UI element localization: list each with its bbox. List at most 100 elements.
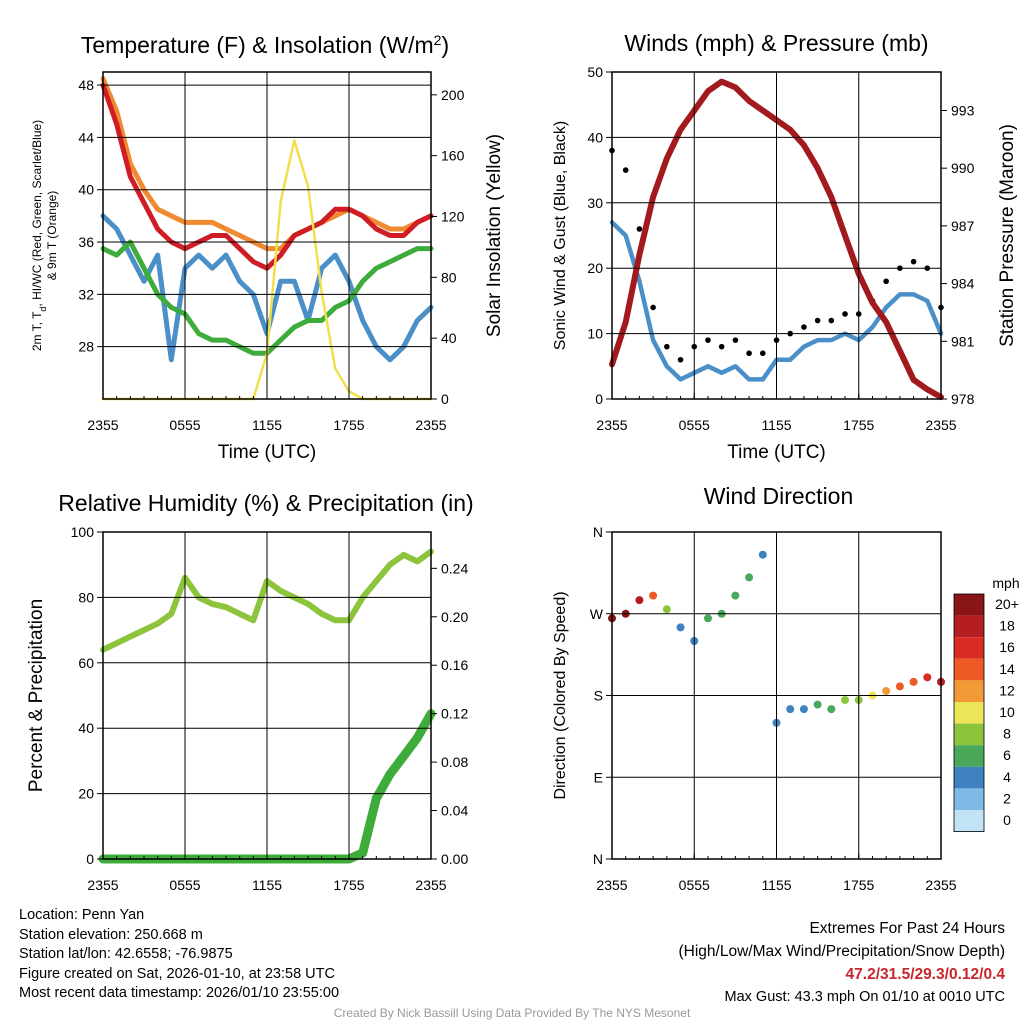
temp-y2tick-label: 80 <box>441 269 457 285</box>
colorbar-swatch <box>954 766 984 789</box>
colorbar-label: 18 <box>999 618 1015 634</box>
rh-xtick-label: 0555 <box>169 877 200 893</box>
colorbar-swatch <box>954 637 984 659</box>
colorbar-label: 8 <box>1003 726 1011 742</box>
colorbar-unit: mph <box>992 575 1019 591</box>
rh-y2tick-label: 0.12 <box>441 706 468 722</box>
temp-y2tick-label: 200 <box>441 87 465 103</box>
rh-title: Relative Humidity (%) & Precipitation (i… <box>58 490 473 516</box>
credit-line: Created By Nick Bassill Using Data Provi… <box>333 1006 691 1020</box>
temp-ytick-label: 44 <box>78 129 94 145</box>
wind-y2label: Station Pressure (Maroon) <box>997 124 1018 347</box>
wind-gust-point <box>910 258 917 265</box>
rh-y2tick-label: 0.00 <box>441 851 468 867</box>
wind-y2tick-label: 990 <box>951 160 975 176</box>
direction-point <box>923 673 932 682</box>
rh-ylabel: Percent & Precipitation <box>26 599 47 792</box>
dir-ylabel: Direction (Colored By Speed) <box>552 591 569 799</box>
direction-point <box>745 573 754 582</box>
wind-ytick-label: 20 <box>587 260 603 276</box>
wind-gust-point <box>732 337 739 343</box>
colorbar-label: 12 <box>999 682 1015 698</box>
station-location: Location: Penn Yan <box>19 907 145 923</box>
wind-xtick-label: 2355 <box>925 417 956 433</box>
max-gust: Max Gust: 43.3 mph On 01/10 at 0010 UTC <box>724 989 1005 1005</box>
station-latlon: Station lat/lon: 42.6558; -76.9875 <box>19 946 233 962</box>
recent-timestamp: Most recent data timestamp: 2026/01/10 2… <box>19 985 340 1001</box>
wind-gust-point <box>801 324 807 330</box>
extremes-panel: Extremes For Past 24 Hours (High/Low/Max… <box>679 917 1006 1009</box>
wind-ytick-label: 30 <box>587 195 603 211</box>
wind-title: Winds (mph) & Pressure (mb) <box>624 30 928 56</box>
rh-frame <box>102 531 432 860</box>
wind-ytick-label: 50 <box>587 64 603 80</box>
wind-y2tick-label: 987 <box>951 218 975 234</box>
rh-y2tick-label: 0.20 <box>441 609 468 625</box>
colorbar-swatch <box>954 594 984 616</box>
rh-ytick-label: 20 <box>78 786 94 802</box>
direction-point <box>662 605 671 614</box>
colorbar-swatch <box>954 680 984 702</box>
station-elevation: Station elevation: 250.668 m <box>19 926 203 943</box>
dir-ytick-label: E <box>594 769 603 785</box>
direction-point <box>676 623 685 632</box>
wind-xlabel: Time (UTC) <box>727 442 826 463</box>
wind-y2tick-label: 993 <box>951 102 975 118</box>
wind-gust-point <box>664 343 670 350</box>
temp-xlabel: Time (UTC) <box>218 442 317 463</box>
extremes-subtitle: (High/Low/Max Wind/Precipitation/Snow De… <box>678 943 1006 960</box>
rh-y2tick-label: 0.16 <box>441 657 468 673</box>
temp-xtick-label: 2355 <box>415 417 446 433</box>
rh-ytick-label: 0 <box>86 851 94 867</box>
wind-xtick-label: 2355 <box>596 417 627 433</box>
wind-y2tick-label: 984 <box>951 276 975 292</box>
temp-ytick-label: 36 <box>78 234 94 250</box>
temp-ytick-label: 48 <box>78 77 94 93</box>
direction-point <box>703 614 712 623</box>
wind-gust-point <box>842 311 848 317</box>
dir-title: Wind Direction <box>704 483 854 509</box>
station-info: Location: Penn Yan Station elevation: 25… <box>19 906 339 1004</box>
colorbar-swatch <box>954 810 984 832</box>
temp-y2tick-label: 40 <box>441 330 457 346</box>
rh-xtick-label: 1755 <box>333 877 364 893</box>
dir-xtick-label: 2355 <box>925 877 956 893</box>
wind-ylabel: Sonic Wind & Gust (Blue, Black) <box>552 121 569 350</box>
wind-gust-point <box>814 317 821 324</box>
colorbar-label: 10 <box>999 704 1015 720</box>
temp-ylabel-line2: & 9m T (Orange) <box>45 191 59 281</box>
wind-gust-point <box>705 337 711 343</box>
wind-gust-point <box>622 167 629 173</box>
dir-ytick-label: N <box>593 524 603 540</box>
temp-y2tick-label: 160 <box>441 148 465 164</box>
colorbar-label: 20+ <box>995 596 1019 612</box>
colorbar-label: 4 <box>1003 769 1011 785</box>
dir-xtick-label: 0555 <box>679 877 710 893</box>
direction-point <box>731 591 740 600</box>
rh-ytick-label: 80 <box>78 589 94 605</box>
temp-axes: 2355 0555 1155 1755 2355 28 32 36 40 44 48 0 40 80 120… <box>78 71 465 433</box>
dir-xtick-label: 2355 <box>596 877 627 893</box>
dir-ytick-label: W <box>590 606 604 622</box>
dir-ytick-label: N <box>593 851 603 867</box>
direction-point <box>882 686 891 695</box>
temp-y2tick-label: 120 <box>441 208 465 224</box>
rh-axes: 2355 0555 1155 1755 2355 0 20 40 60 80 100 0.00 0.04… <box>71 524 469 893</box>
colorbar-label: 14 <box>999 661 1015 677</box>
direction-point <box>841 696 850 705</box>
colorbar-swatch <box>954 615 984 638</box>
rh-y2tick-label: 0.24 <box>441 560 468 576</box>
temp-frame <box>102 71 432 400</box>
dir-ytick-label: S <box>594 688 603 704</box>
temp-xtick-label: 2355 <box>87 417 118 433</box>
wind-ytick-label: 0 <box>595 391 603 407</box>
dir-xtick-label: 1755 <box>843 877 874 893</box>
colorbar-swatch <box>954 788 984 810</box>
colorbar-label: 16 <box>999 639 1015 655</box>
colorbar-swatch <box>954 702 984 724</box>
direction-point <box>909 677 918 686</box>
temp-y2label: Solar Insolation (Yellow) <box>484 134 505 337</box>
wind-gust-point <box>828 317 835 324</box>
temp-ytick-label: 28 <box>78 339 94 355</box>
